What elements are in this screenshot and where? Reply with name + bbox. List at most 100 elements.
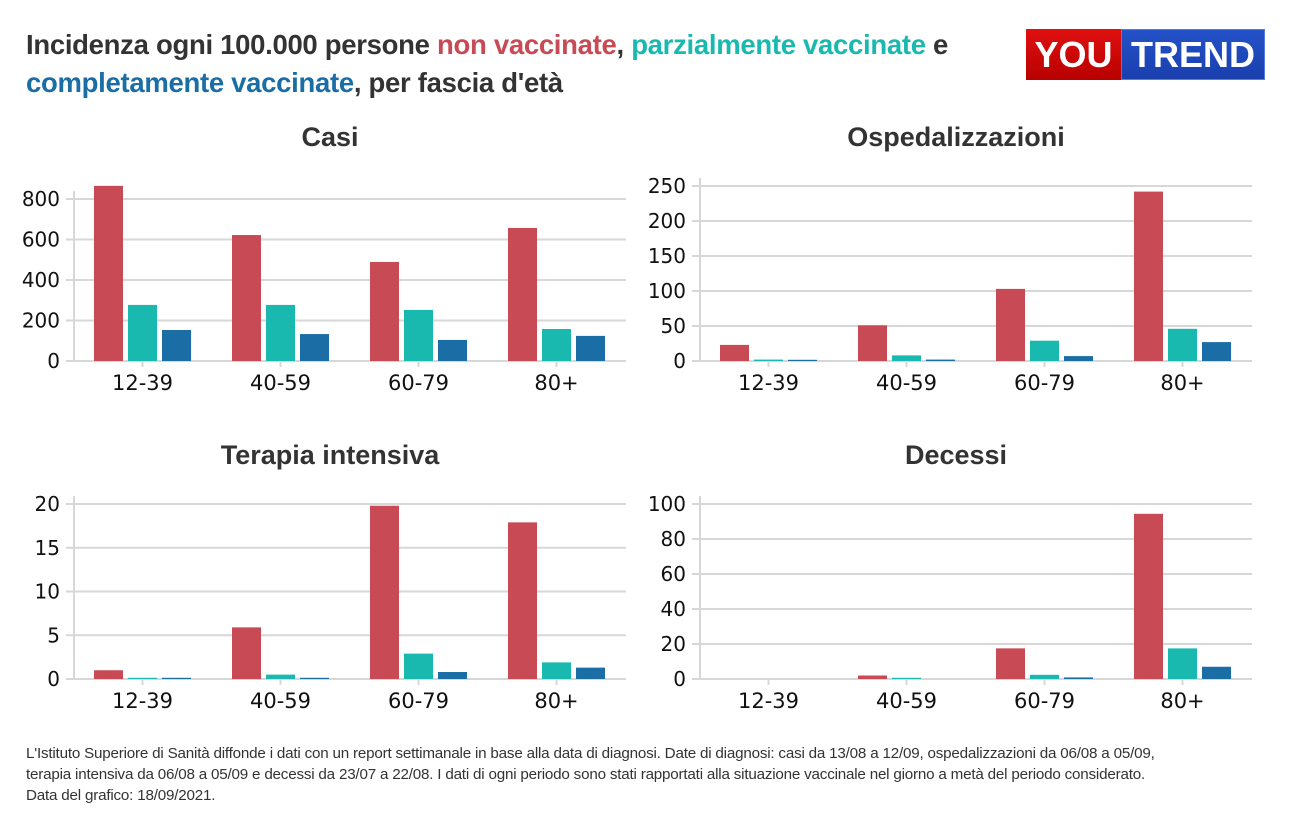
bar-non-vaccinate — [996, 648, 1025, 679]
bar-non-vaccinate — [1134, 513, 1163, 679]
y-tick-label: 50 — [661, 314, 686, 338]
y-tick-label: 400 — [22, 268, 60, 292]
y-tick-label: 100 — [648, 492, 686, 516]
bar-parzialmente-vaccinate — [892, 677, 921, 679]
bar-parzialmente-vaccinate — [266, 304, 295, 361]
x-tick-label: 60-79 — [388, 689, 449, 713]
x-tick-label: 40-59 — [250, 689, 311, 713]
bar-non-vaccinate — [94, 670, 123, 679]
x-tick-label: 12-39 — [738, 371, 799, 395]
y-tick-label: 800 — [22, 187, 60, 211]
bar-parzialmente-vaccinate — [754, 359, 783, 361]
x-tick-label: 12-39 — [112, 689, 173, 713]
title-parzialmente-vaccinate: parzialmente vaccinate — [631, 29, 926, 60]
bar-parzialmente-vaccinate — [1030, 674, 1059, 679]
bar-completamente-vaccinate — [1064, 356, 1093, 361]
bar-parzialmente-vaccinate — [542, 329, 571, 361]
bar-non-vaccinate — [370, 261, 399, 361]
bar-parzialmente-vaccinate — [1168, 328, 1197, 361]
logo-trend: TREND — [1121, 29, 1265, 80]
y-tick-label: 100 — [648, 279, 686, 303]
bar-completamente-vaccinate — [788, 359, 817, 361]
title-completamente-vaccinate: completamente vaccinate — [26, 67, 354, 98]
bar-parzialmente-vaccinate — [128, 677, 157, 679]
bar-non-vaccinate — [1134, 191, 1163, 361]
y-tick-label: 0 — [673, 667, 686, 691]
bar-non-vaccinate — [858, 325, 887, 361]
panel-terapia-intensiva: Terapia intensiva 0 5 10 15 20 12-39 40-59 60-7… — [20, 440, 640, 740]
y-tick-label: 20 — [661, 632, 686, 656]
y-tick-label: 0 — [47, 667, 60, 691]
y-tick-label: 40 — [661, 597, 686, 621]
bar-non-vaccinate — [370, 505, 399, 679]
x-tick-label: 60-79 — [1014, 371, 1075, 395]
x-tick-label: 60-79 — [388, 371, 449, 395]
bar-completamente-vaccinate — [1064, 677, 1093, 679]
y-tick-label: 200 — [648, 209, 686, 233]
panel-ospedalizzazioni: Ospedalizzazioni 0 50 100 150 200 250 12-39 40-… — [646, 122, 1266, 422]
bar-completamente-vaccinate — [438, 339, 467, 361]
bar-chart-casi: 0 200 400 600 800 12-39 40-59 60-79 80+ — [22, 185, 626, 395]
y-tick-label: 0 — [673, 349, 686, 373]
bar-chart-decessi: 0 20 40 60 80 100 12-39 40-59 60-79 80+ — [648, 492, 1252, 713]
x-tick-label: 40-59 — [876, 689, 937, 713]
bar-parzialmente-vaccinate — [542, 662, 571, 679]
y-tick-label: 5 — [47, 623, 60, 647]
bar-completamente-vaccinate — [300, 677, 329, 679]
y-tick-label: 60 — [661, 562, 686, 586]
bar-non-vaccinate — [996, 288, 1025, 361]
bar-parzialmente-vaccinate — [1168, 648, 1197, 679]
bar-non-vaccinate — [508, 227, 537, 361]
panel-casi: Casi 0 200 400 600 800 12-39 40-59 60-79 80+ — [20, 122, 640, 422]
y-tick-label: 80 — [661, 527, 686, 551]
y-tick-label: 0 — [47, 349, 60, 373]
x-tick-label: 80+ — [534, 689, 578, 713]
bar-completamente-vaccinate — [162, 677, 191, 679]
title-separator: e — [925, 29, 949, 60]
y-tick-label: 150 — [648, 244, 686, 268]
bar-non-vaccinate — [232, 235, 261, 361]
bar-completamente-vaccinate — [438, 672, 467, 679]
panel-title: Terapia intensiva — [220, 440, 440, 470]
title-non-vaccinate: non vaccinate — [437, 29, 617, 60]
youtrend-logo: YOU TREND — [1026, 29, 1265, 80]
bar-parzialmente-vaccinate — [892, 355, 921, 361]
x-tick-label: 60-79 — [1014, 689, 1075, 713]
bar-completamente-vaccinate — [926, 359, 955, 361]
bar-non-vaccinate — [858, 675, 887, 679]
bar-completamente-vaccinate — [576, 335, 605, 361]
bar-parzialmente-vaccinate — [128, 304, 157, 361]
bar-completamente-vaccinate — [1202, 342, 1231, 361]
bar-parzialmente-vaccinate — [404, 309, 433, 361]
panel-title: Casi — [301, 122, 359, 152]
bar-completamente-vaccinate — [576, 667, 605, 679]
bar-completamente-vaccinate — [300, 334, 329, 361]
title-text: , per fascia d'età — [353, 67, 563, 98]
bar-chart-ospedalizzazioni: 0 50 100 150 200 250 12-39 40-59 60-79 80+ — [648, 174, 1252, 395]
x-tick-label: 12-39 — [738, 689, 799, 713]
bar-non-vaccinate — [508, 522, 537, 679]
bar-parzialmente-vaccinate — [404, 653, 433, 679]
bar-completamente-vaccinate — [1202, 666, 1231, 679]
y-tick-label: 250 — [648, 174, 686, 198]
note-line: Data del grafico: 18/09/2021. — [26, 787, 216, 804]
panel-title: Ospedalizzazioni — [847, 122, 1065, 152]
y-tick-label: 200 — [22, 309, 60, 333]
y-tick-label: 20 — [35, 492, 60, 516]
note-line: terapia intensiva da 06/08 a 05/09 e dec… — [26, 766, 1145, 783]
panel-title: Decessi — [904, 440, 1008, 470]
bar-parzialmente-vaccinate — [1030, 340, 1059, 361]
x-tick-label: 40-59 — [250, 371, 311, 395]
note-line: L'Istituto Superiore di Sanità diffonde … — [26, 745, 1155, 762]
x-tick-label: 80+ — [1160, 371, 1204, 395]
bar-non-vaccinate — [94, 185, 123, 361]
bar-completamente-vaccinate — [162, 330, 191, 361]
y-tick-label: 15 — [35, 536, 60, 560]
bar-parzialmente-vaccinate — [266, 674, 295, 679]
x-tick-label: 12-39 — [112, 371, 173, 395]
source-note: L'Istituto Superiore di Sanità diffonde … — [26, 743, 1286, 806]
panel-decessi: Decessi 0 20 40 60 80 100 12-39 40-59 60-79 80+ — [646, 440, 1266, 740]
logo-you: YOU — [1026, 29, 1121, 80]
x-tick-label: 80+ — [1160, 689, 1204, 713]
title-separator: , — [616, 29, 632, 60]
